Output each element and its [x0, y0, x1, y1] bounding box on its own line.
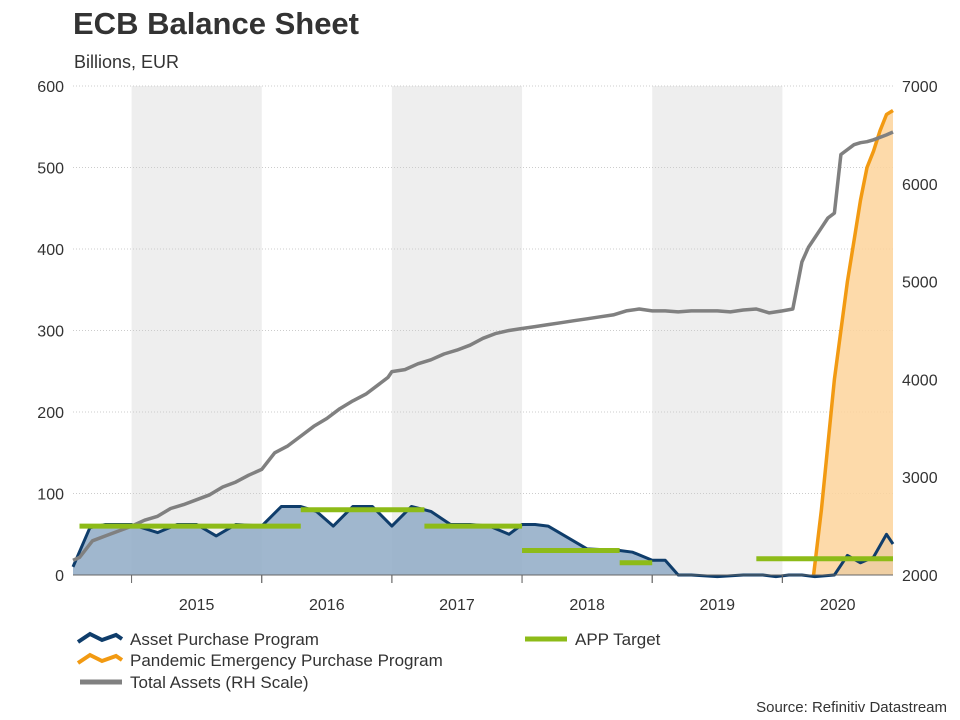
right-tick-label-2000: 2000: [902, 568, 938, 585]
right-tick-label-4000: 4000: [902, 372, 938, 389]
legend-swatch-pepp: [76, 652, 124, 665]
pepp-line: [811, 109, 894, 576]
legend-label-app: Asset Purchase Program: [130, 630, 319, 649]
right-tick-label-5000: 5000: [902, 275, 938, 292]
axes: 0 100 200 300 400 500 600 2000 3000 4000 5000 6000 7…: [37, 79, 937, 614]
x-tick-label-2015: 2015: [179, 597, 215, 614]
left-tick-label-0: 0: [55, 568, 64, 585]
legend: Asset Purchase Program Pandemic Emergency…: [76, 630, 661, 692]
x-tick-label-2019: 2019: [699, 597, 735, 614]
left-tick-label-400: 400: [37, 242, 64, 259]
right-tick-label-6000: 6000: [902, 177, 938, 194]
year-band-2017: [391, 86, 523, 575]
chart-title: ECB Balance Sheet: [73, 6, 359, 41]
left-tick-label-100: 100: [37, 487, 64, 504]
right-tick-label-7000: 7000: [902, 79, 938, 96]
legend-label-pepp: Pandemic Emergency Purchase Program: [130, 651, 443, 670]
left-tick-label-600: 600: [37, 79, 64, 96]
x-tick-label-2016: 2016: [309, 597, 345, 614]
source-note: Source: Refinitiv Datastream: [756, 699, 947, 716]
year-band-2019: [652, 86, 783, 575]
legend-swatch-app: [76, 631, 124, 644]
left-tick-label-200: 200: [37, 405, 64, 422]
total-assets-line: [72, 130, 894, 562]
chart-subtitle: Billions, EUR: [74, 52, 180, 72]
x-tick-label-2018: 2018: [569, 597, 605, 614]
legend-label-total_assets: Total Assets (RH Scale): [130, 673, 309, 692]
right-tick-label-3000: 3000: [902, 470, 938, 487]
left-tick-label-500: 500: [37, 161, 64, 178]
legend-label-app_target: APP Target: [575, 630, 661, 649]
left-tick-label-300: 300: [37, 324, 64, 341]
chart: 0 100 200 300 400 500 600 2000 3000 4000 5000 6000 7…: [37, 79, 937, 692]
x-tick-label-2017: 2017: [439, 597, 475, 614]
pepp-area: [813, 110, 893, 575]
series-lines: [71, 109, 895, 579]
x-tick-label-2020: 2020: [820, 597, 856, 614]
